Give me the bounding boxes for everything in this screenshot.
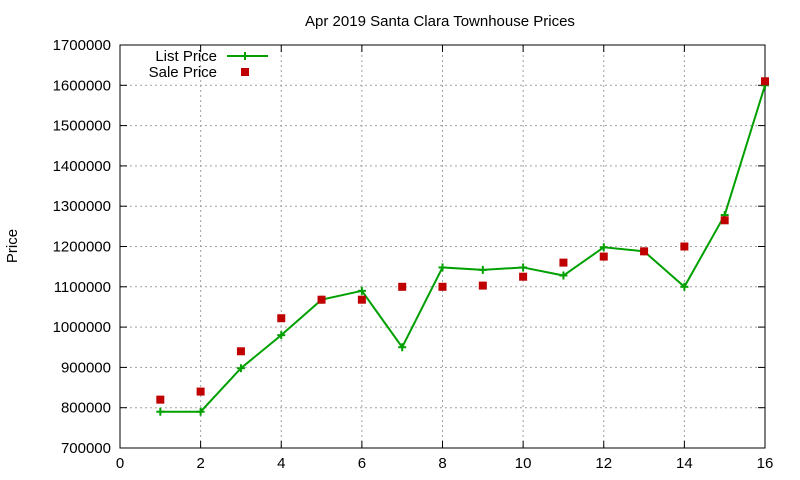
list-price-point (438, 263, 447, 272)
sale-price-point (599, 252, 608, 261)
list-price-line (160, 85, 766, 413)
x-tick-label: 2 (196, 455, 204, 472)
sale-price-point (680, 242, 689, 251)
y-axis-label: Price (4, 229, 21, 263)
sale-price-point (398, 282, 407, 291)
list-price-point (559, 271, 568, 280)
y-tick-label: 1000000 (53, 319, 111, 336)
sale-price-point (196, 387, 205, 396)
y-tick-label: 1500000 (53, 118, 111, 135)
sale-price-point (277, 314, 286, 323)
y-tick-label: 1200000 (53, 239, 111, 256)
list-price-point (277, 331, 286, 340)
list-price-point (519, 263, 528, 272)
sale-price-point (478, 281, 487, 290)
sale-price-point (357, 295, 366, 304)
y-tick-label: 900000 (61, 359, 111, 376)
list-price-point (398, 343, 407, 352)
list-price-point (236, 364, 245, 373)
y-tick-label: 1600000 (53, 77, 111, 94)
y-tick-label: 1400000 (53, 158, 111, 175)
sale-price-point (720, 216, 729, 225)
y-tick-label: 1700000 (53, 37, 111, 54)
x-tick-label: 16 (757, 455, 774, 472)
legend-marker-list-price (241, 52, 249, 60)
sale-price-point (317, 295, 326, 304)
x-tick-label: 10 (515, 455, 532, 472)
legend-label-list-price: List Price (155, 48, 217, 65)
y-tick-label: 1300000 (53, 198, 111, 215)
list-price-point (680, 282, 689, 291)
sale-price-point (761, 77, 769, 86)
list-price-point (156, 407, 165, 416)
y-tick-label: 800000 (61, 400, 111, 417)
sale-price-point (236, 347, 245, 356)
x-tick-label: 8 (438, 455, 446, 472)
sale-price-point (640, 247, 649, 256)
sale-price-point (559, 258, 568, 267)
list-price-point (478, 265, 487, 274)
x-tick-label: 14 (676, 455, 693, 472)
sale-price-point (438, 282, 447, 291)
x-tick-label: 0 (116, 455, 124, 472)
list-price-point (196, 407, 205, 416)
data-series (156, 77, 769, 416)
x-tick-label: 4 (277, 455, 285, 472)
x-tick-label: 6 (358, 455, 366, 472)
legend: List Price Sale Price (149, 48, 268, 81)
list-price-point (357, 286, 366, 295)
list-price-point (599, 243, 608, 252)
chart-title: Apr 2019 Santa Clara Townhouse Prices (305, 13, 575, 30)
axes: 0 2 4 6 8 10 12 14 16 700000 800000 900000 1000000 11… (53, 37, 774, 472)
legend-label-sale-price: Sale Price (149, 64, 217, 81)
sale-price-point (519, 272, 528, 281)
y-tick-label: 1100000 (54, 279, 111, 296)
y-tick-label: 700000 (61, 440, 111, 457)
legend-marker-sale-price (241, 68, 249, 76)
sale-price-point (156, 395, 165, 404)
x-tick-label: 12 (595, 455, 612, 472)
